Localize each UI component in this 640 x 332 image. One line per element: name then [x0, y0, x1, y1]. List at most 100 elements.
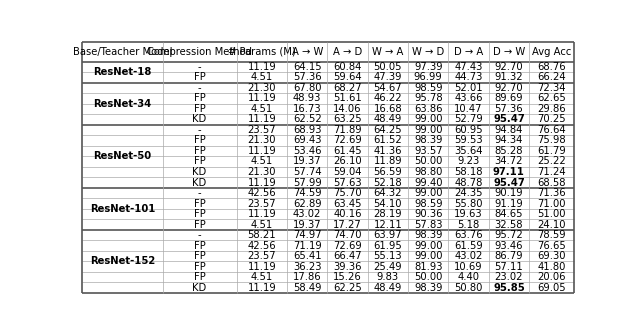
Text: 94.84: 94.84	[495, 125, 523, 135]
Text: # Params (M): # Params (M)	[228, 47, 296, 57]
Text: 24.35: 24.35	[454, 188, 483, 198]
Text: 61.45: 61.45	[333, 146, 362, 156]
Text: 68.58: 68.58	[537, 178, 566, 188]
Text: -: -	[198, 188, 202, 198]
Text: 4.51: 4.51	[251, 72, 273, 82]
Text: 43.66: 43.66	[454, 93, 483, 103]
Text: 10.47: 10.47	[454, 104, 483, 114]
Text: KD: KD	[193, 283, 207, 293]
Text: 71.00: 71.00	[537, 199, 566, 208]
Text: 52.01: 52.01	[454, 83, 483, 93]
Text: 62.89: 62.89	[293, 199, 321, 208]
Text: 67.80: 67.80	[293, 83, 321, 93]
Text: 51.00: 51.00	[537, 209, 566, 219]
Text: FP: FP	[194, 241, 205, 251]
Text: 16.73: 16.73	[293, 104, 321, 114]
Text: W → D: W → D	[412, 47, 444, 57]
Text: 14.06: 14.06	[333, 104, 362, 114]
Text: 11.89: 11.89	[374, 156, 402, 166]
Text: 99.00: 99.00	[414, 188, 442, 198]
Text: 94.34: 94.34	[495, 135, 523, 145]
Text: 11.19: 11.19	[248, 283, 276, 293]
Text: ResNet-101: ResNet-101	[90, 204, 155, 214]
Text: FP: FP	[194, 156, 205, 166]
Text: 57.36: 57.36	[293, 72, 321, 82]
Text: 57.99: 57.99	[293, 178, 322, 188]
Text: 93.57: 93.57	[414, 146, 442, 156]
Text: 23.02: 23.02	[495, 272, 523, 282]
Text: 54.10: 54.10	[374, 199, 402, 208]
Text: 19.37: 19.37	[293, 219, 321, 229]
Text: 11.19: 11.19	[248, 262, 276, 272]
Text: KD: KD	[193, 178, 207, 188]
Text: 32.58: 32.58	[495, 219, 523, 229]
Text: 59.04: 59.04	[333, 167, 362, 177]
Text: -: -	[198, 83, 202, 93]
Text: 44.73: 44.73	[454, 72, 483, 82]
Text: 58.21: 58.21	[248, 230, 276, 240]
Text: 52.79: 52.79	[454, 115, 483, 124]
Text: 52.18: 52.18	[374, 178, 402, 188]
Text: 81.93: 81.93	[414, 262, 442, 272]
Text: 28.19: 28.19	[374, 209, 402, 219]
Text: 57.63: 57.63	[333, 178, 362, 188]
Text: 5.18: 5.18	[458, 219, 479, 229]
Text: 92.70: 92.70	[495, 62, 523, 72]
Text: 50.00: 50.00	[414, 156, 442, 166]
Text: 16.68: 16.68	[374, 104, 402, 114]
Text: 11.19: 11.19	[248, 146, 276, 156]
Text: 10.69: 10.69	[454, 262, 483, 272]
Text: 51.61: 51.61	[333, 93, 362, 103]
Text: 20.06: 20.06	[537, 272, 566, 282]
Text: 98.59: 98.59	[414, 83, 442, 93]
Text: 53.46: 53.46	[293, 146, 321, 156]
Text: 72.69: 72.69	[333, 135, 362, 145]
Text: 11.19: 11.19	[248, 62, 276, 72]
Text: -: -	[198, 125, 202, 135]
Text: 71.36: 71.36	[537, 188, 566, 198]
Text: 86.79: 86.79	[495, 251, 523, 261]
Text: 91.19: 91.19	[495, 199, 524, 208]
Text: 62.25: 62.25	[333, 283, 362, 293]
Text: 98.39: 98.39	[414, 135, 442, 145]
Text: 74.70: 74.70	[333, 230, 362, 240]
Text: 91.32: 91.32	[495, 72, 523, 82]
Text: 19.37: 19.37	[293, 156, 321, 166]
Text: 24.10: 24.10	[537, 219, 566, 229]
Text: 90.36: 90.36	[414, 209, 442, 219]
Text: 15.26: 15.26	[333, 272, 362, 282]
Text: 21.30: 21.30	[248, 83, 276, 93]
Text: 17.86: 17.86	[293, 272, 321, 282]
Text: 50.80: 50.80	[454, 283, 483, 293]
Text: 59.64: 59.64	[333, 72, 362, 82]
Text: D → A: D → A	[454, 47, 483, 57]
Text: 50.05: 50.05	[374, 62, 402, 72]
Text: 4.51: 4.51	[251, 156, 273, 166]
Text: 63.86: 63.86	[414, 104, 442, 114]
Text: 61.59: 61.59	[454, 241, 483, 251]
Text: 43.02: 43.02	[293, 209, 321, 219]
Text: 71.19: 71.19	[293, 241, 322, 251]
Text: 29.86: 29.86	[537, 104, 566, 114]
Text: FP: FP	[194, 93, 205, 103]
Text: 62.65: 62.65	[537, 93, 566, 103]
Text: 99.40: 99.40	[414, 178, 442, 188]
Text: 25.22: 25.22	[537, 156, 566, 166]
Text: 59.53: 59.53	[454, 135, 483, 145]
Text: 12.11: 12.11	[374, 219, 403, 229]
Text: ResNet-18: ResNet-18	[93, 67, 152, 77]
Text: Avg Acc: Avg Acc	[532, 47, 571, 57]
Text: 17.27: 17.27	[333, 219, 362, 229]
Text: 85.28: 85.28	[495, 146, 523, 156]
Text: 61.52: 61.52	[374, 135, 403, 145]
Text: 56.59: 56.59	[374, 167, 403, 177]
Text: 36.23: 36.23	[293, 262, 321, 272]
Text: 9.23: 9.23	[458, 156, 479, 166]
Text: 63.76: 63.76	[454, 230, 483, 240]
Text: A → W: A → W	[292, 47, 323, 57]
Text: 74.97: 74.97	[293, 230, 321, 240]
Text: 96.99: 96.99	[414, 72, 443, 82]
Text: 4.40: 4.40	[458, 272, 479, 282]
Text: 48.49: 48.49	[374, 115, 402, 124]
Text: 93.46: 93.46	[495, 241, 523, 251]
